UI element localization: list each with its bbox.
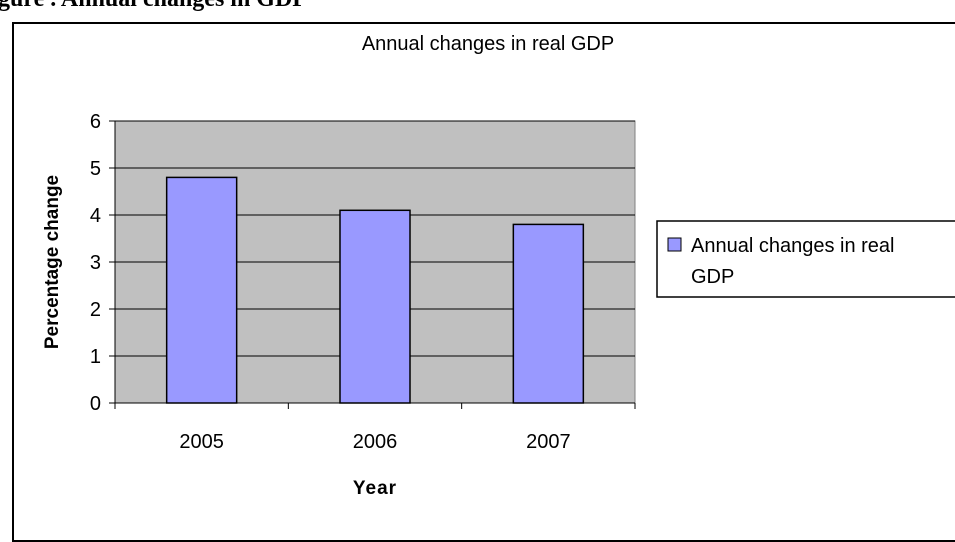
bar-2005 xyxy=(165,176,238,404)
legend-swatch xyxy=(667,237,682,252)
y-tick-label: 6 xyxy=(90,111,101,133)
legend-box xyxy=(656,220,955,298)
x-tick-labels: 2005 2006 2007 xyxy=(179,431,570,453)
x-tick-label: 2005 xyxy=(179,431,224,453)
y-tick-label: 0 xyxy=(90,393,101,415)
y-tick-label: 4 xyxy=(90,205,101,227)
legend-label-line: GDP xyxy=(691,266,734,288)
bar-2007 xyxy=(512,223,585,404)
legend-label-line: Annual changes in real xyxy=(691,235,894,257)
x-tick-label: 2007 xyxy=(526,431,571,453)
y-tick-label: 2 xyxy=(90,299,101,321)
y-axis-label: Percentage change xyxy=(42,175,63,349)
y-tick-label: 3 xyxy=(90,252,101,274)
y-tick-label: 1 xyxy=(90,346,101,368)
x-axis-label: Year xyxy=(353,478,397,499)
legend: Annual changes in real GDP xyxy=(656,220,955,298)
bars xyxy=(165,176,585,404)
y-tick-label: 5 xyxy=(90,158,101,180)
x-tick-label: 2006 xyxy=(353,431,398,453)
page-heading-fragment: gure . Annual changes in GDP xyxy=(0,0,307,13)
y-tick-labels: 0 1 2 3 4 5 6 xyxy=(90,111,101,415)
axes xyxy=(109,120,636,409)
bar-2006 xyxy=(339,209,411,404)
chart-title: Annual changes in real GDP xyxy=(362,33,614,55)
